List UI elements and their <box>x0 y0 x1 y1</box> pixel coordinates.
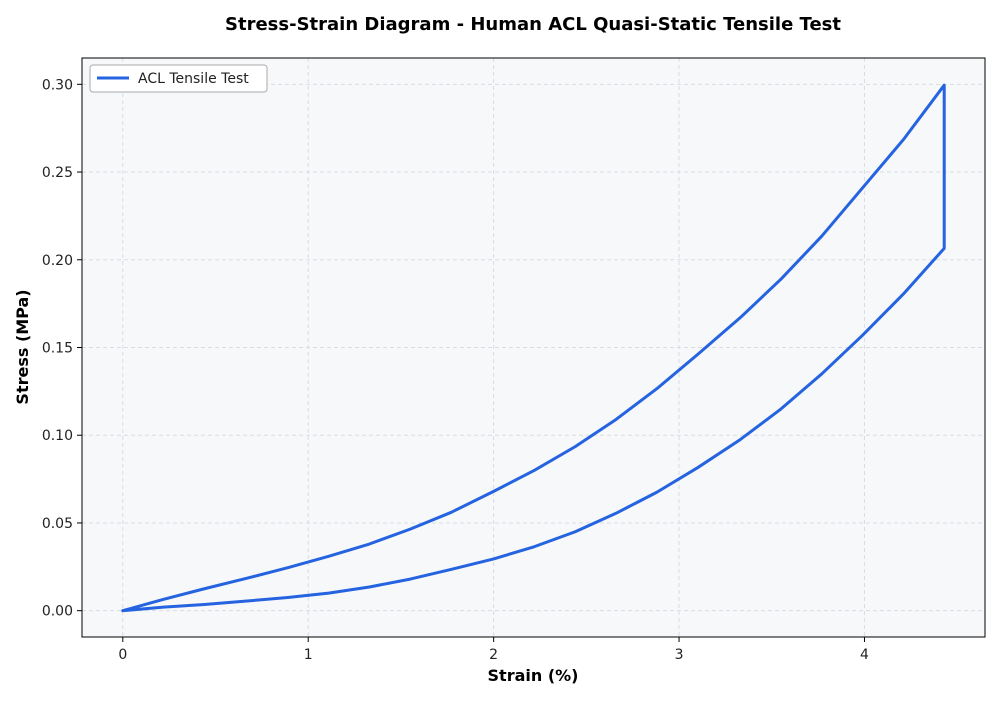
x-tick-label: 1 <box>304 647 313 663</box>
x-tick-label: 2 <box>489 647 498 663</box>
axis-ticks: 0 1 2 3 4 0.00 0.05 0.10 0.15 0.20 0.25 0.30 <box>42 77 869 663</box>
y-tick-label: 0.15 <box>42 341 73 357</box>
grid-lines <box>82 58 985 637</box>
legend-box <box>89 64 268 93</box>
chart-title: Stress-Strain Diagram - Human ACL Quasi-… <box>225 14 841 35</box>
y-tick-label: 0.05 <box>42 516 73 532</box>
y-tick-label: 0.10 <box>42 428 73 444</box>
y-tick-label: 0.30 <box>42 77 73 93</box>
y-tick-label: 0.25 <box>42 165 73 181</box>
series-line-acl-tensile-test <box>121 83 946 613</box>
x-tick-label: 0 <box>118 647 127 663</box>
legend-label: ACL Tensile Test <box>138 71 249 87</box>
legend: ACL Tensile Test <box>89 64 268 93</box>
y-tick-label: 0.20 <box>42 253 73 269</box>
plot-frame <box>81 57 986 638</box>
x-axis-label: Strain (%) <box>488 666 579 685</box>
x-tick-label: 3 <box>675 647 684 663</box>
y-axis-label: Stress (MPa) <box>13 289 32 404</box>
x-tick-label: 4 <box>860 647 869 663</box>
series-layer <box>121 83 946 613</box>
y-tick-label: 0.00 <box>42 604 73 620</box>
